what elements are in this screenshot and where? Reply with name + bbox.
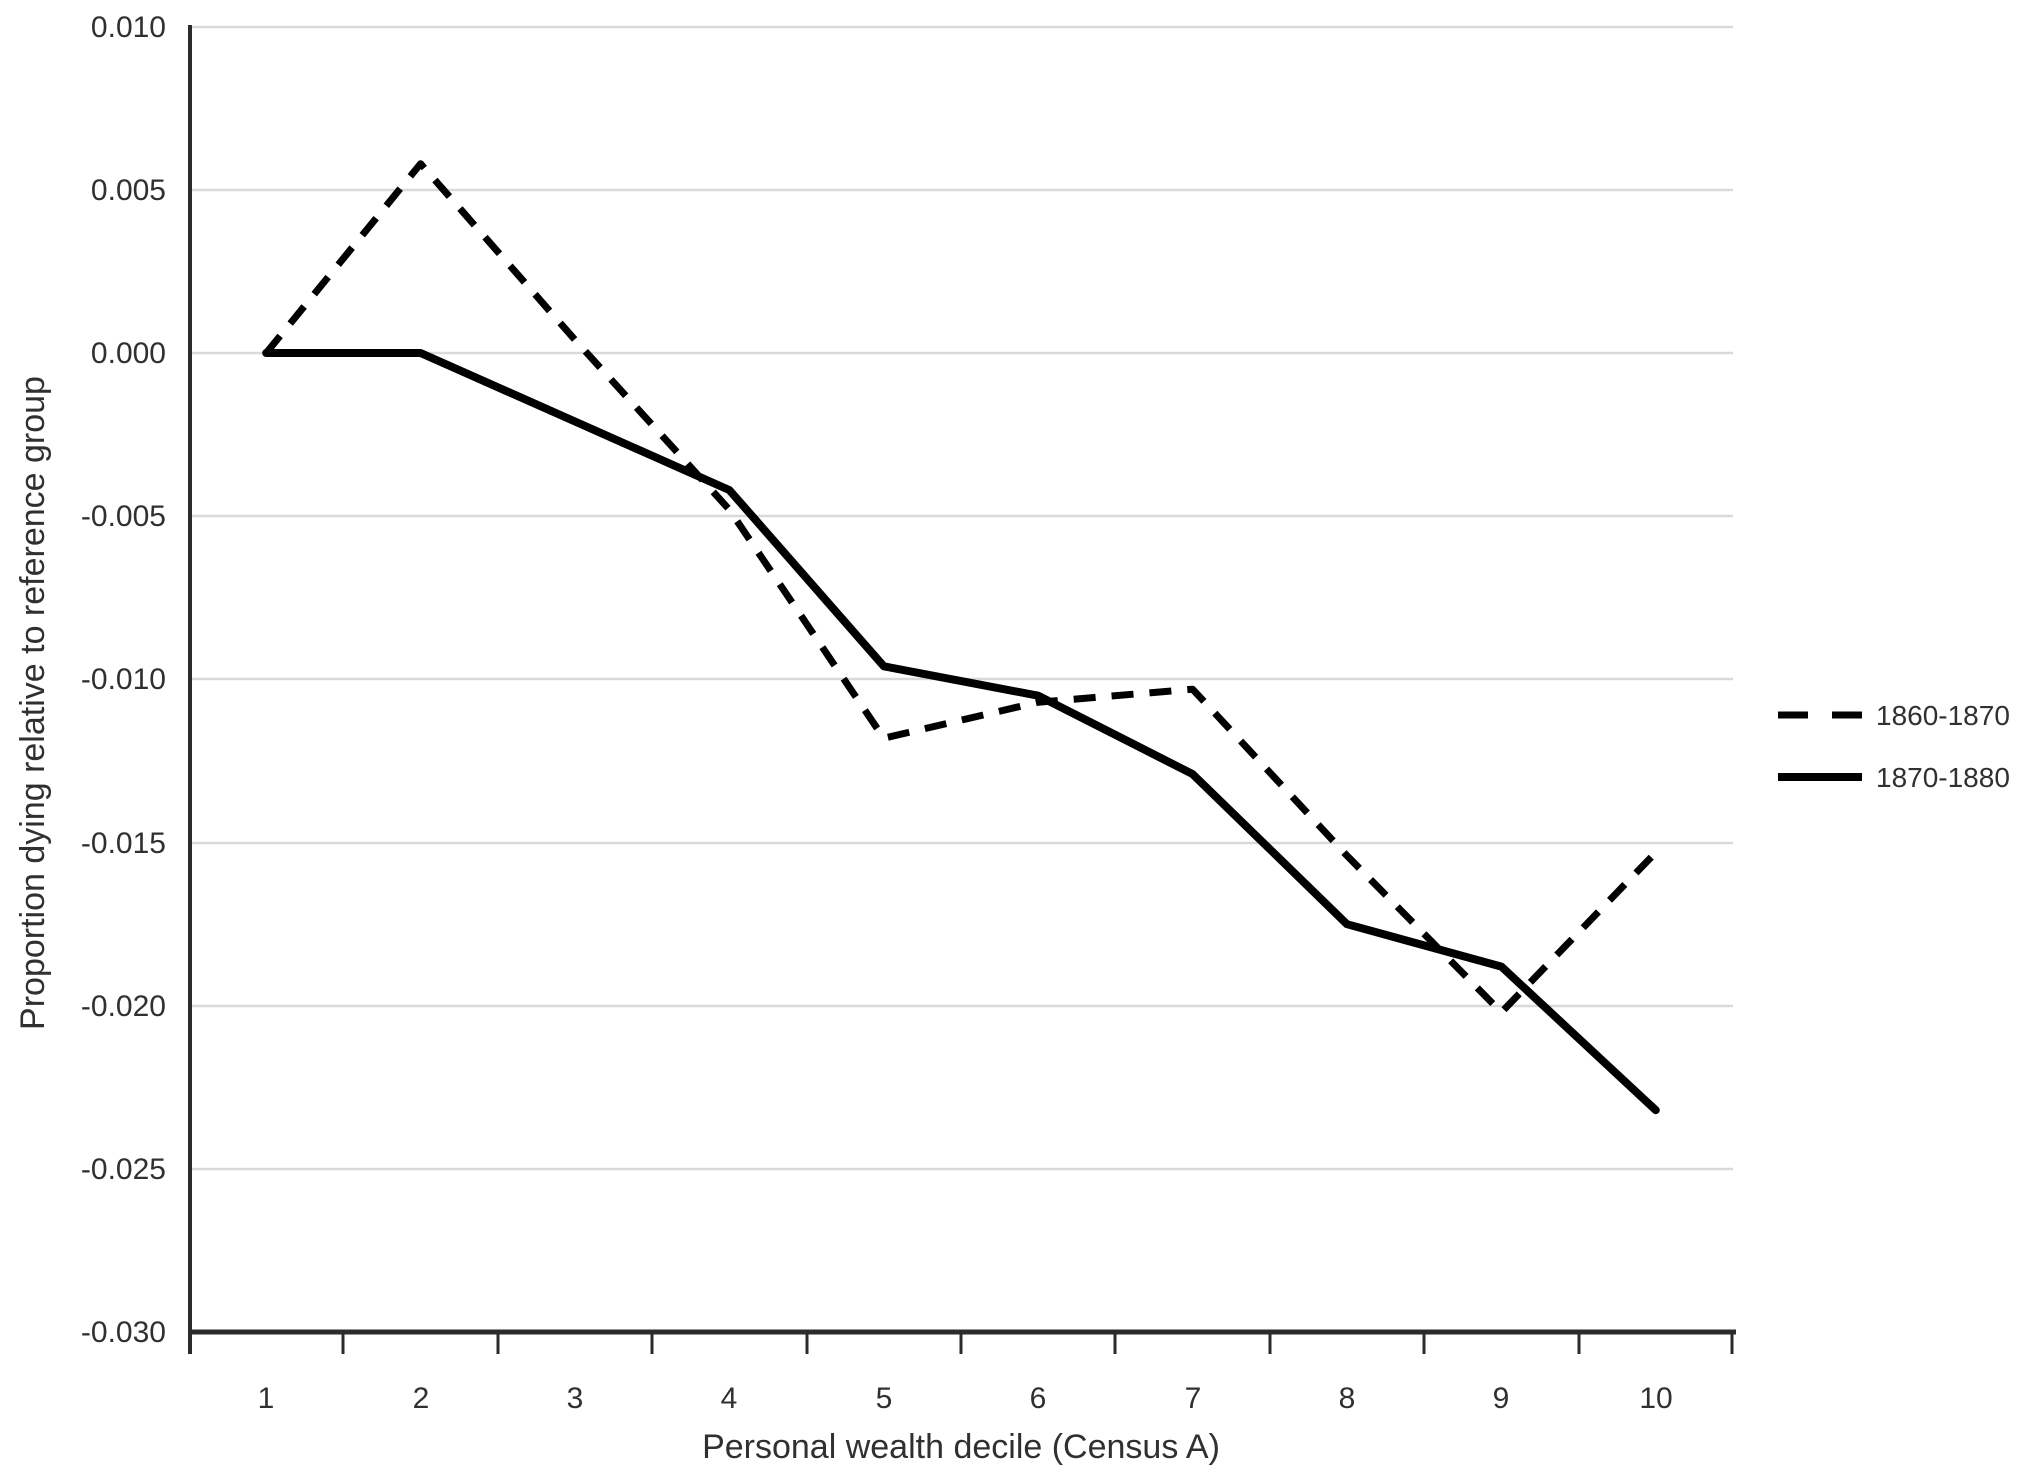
legend-label-1860-1870: 1860-1870 — [1876, 700, 2010, 731]
x-tick-label: 1 — [258, 1382, 275, 1415]
y-tick-label: -0.010 — [81, 663, 166, 696]
legend: 1860-1870 1870-1880 — [1778, 700, 2010, 793]
x-tick-label: 6 — [1030, 1382, 1047, 1415]
x-tick-label: 7 — [1185, 1382, 1202, 1415]
y-axis-labels: 0.010 0.005 0.000 -0.005 -0.010 -0.015 -… — [81, 11, 166, 1349]
y-tick-label: 0.010 — [91, 11, 166, 44]
series-line-1860-1870 — [263, 160, 1659, 1016]
x-axis-labels: 1 2 3 4 5 6 7 8 9 10 — [258, 1382, 1673, 1415]
y-tick-label: -0.005 — [81, 500, 166, 533]
y-tick-label: -0.020 — [81, 990, 166, 1023]
series-line-1870-1880 — [262, 349, 1660, 1115]
legend-label-1870-1880: 1870-1880 — [1876, 762, 2010, 793]
y-tick-label: -0.015 — [81, 827, 166, 860]
y-tick-label: -0.025 — [81, 1153, 166, 1186]
x-axis-title: Personal wealth decile (Census A) — [702, 1428, 1220, 1466]
x-tick-label: 3 — [567, 1382, 584, 1415]
y-tick-label: 0.000 — [91, 337, 166, 370]
gridlines — [189, 25, 1733, 1171]
x-tick-label: 2 — [413, 1382, 430, 1415]
y-axis-title: Proportion dying relative to reference g… — [14, 376, 52, 1030]
x-tick-label: 9 — [1493, 1382, 1510, 1415]
x-tick-label: 10 — [1639, 1382, 1672, 1415]
y-tick-label: 0.005 — [91, 174, 166, 207]
y-tick-label: -0.030 — [81, 1316, 166, 1349]
x-axis-ticks — [341, 1332, 1734, 1354]
x-tick-label: 8 — [1339, 1382, 1356, 1415]
x-tick-label: 5 — [876, 1382, 893, 1415]
x-tick-label: 4 — [721, 1382, 738, 1415]
